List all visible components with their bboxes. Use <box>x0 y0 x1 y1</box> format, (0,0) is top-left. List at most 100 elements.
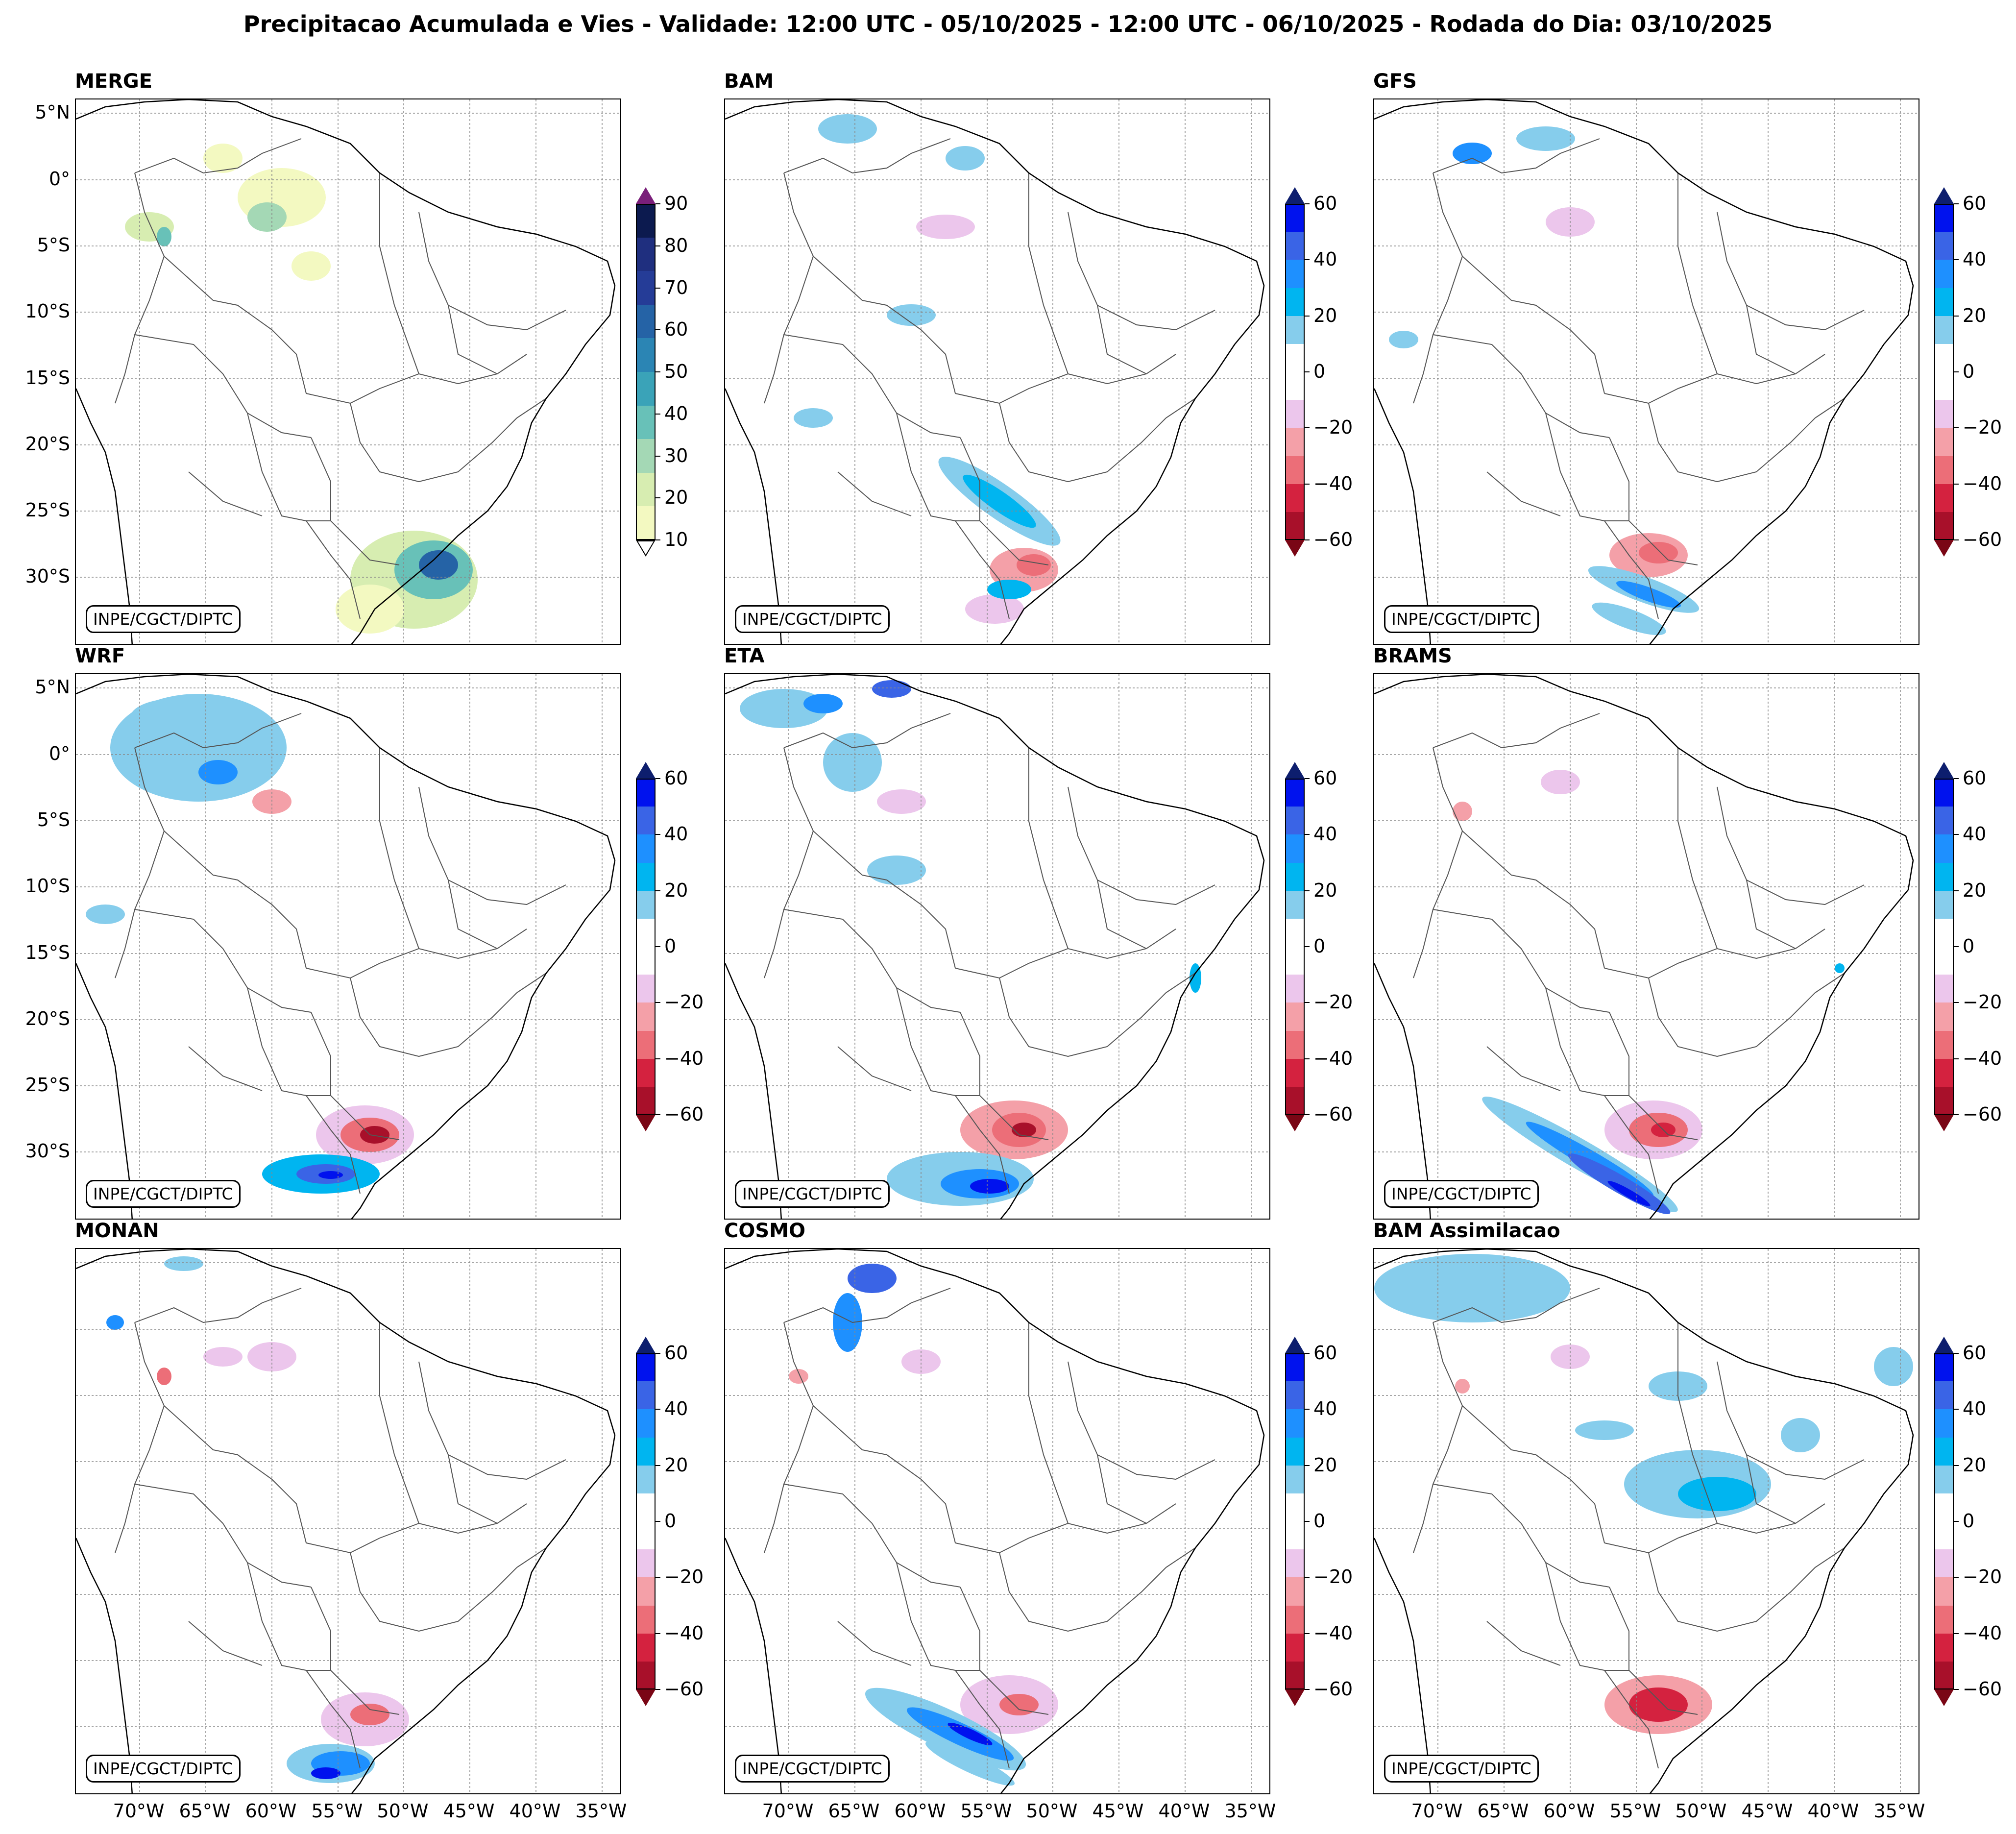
colorbar-tick-label: −40 <box>1963 1047 2002 1069</box>
colorbar-over-arrow <box>1285 187 1305 204</box>
colorbar-segment <box>1285 1661 1305 1690</box>
panel-title-gfs: GFS <box>1373 70 1417 93</box>
state-border <box>896 1562 980 1671</box>
colorbar-brams: 60 40 20 0 −20 −40 −60 <box>1934 762 2002 1131</box>
colorbar-under-arrow <box>1934 1115 1954 1131</box>
state-border <box>955 520 1010 619</box>
colorbar-frame <box>1934 204 1954 540</box>
field-patch <box>987 580 1031 599</box>
state-border <box>379 173 395 306</box>
coastline <box>76 963 133 1219</box>
state-border <box>960 437 1049 565</box>
state-border <box>783 1322 956 1543</box>
colorbar-tick <box>656 946 660 947</box>
coastline <box>1374 963 1431 1219</box>
colorbar-tick-label: 20 <box>1313 879 1337 901</box>
colorbar-segment <box>1285 1058 1305 1087</box>
colorbar-segment <box>1285 890 1305 919</box>
colorbar-segment <box>1285 1030 1305 1059</box>
state-border <box>1604 520 1659 619</box>
field-patch <box>1607 1181 1651 1206</box>
colorbar-tick-label: 50 <box>664 361 688 382</box>
colorbar-over-arrow <box>1285 762 1305 779</box>
colorbar-tick <box>656 1409 660 1410</box>
field-patch <box>86 905 125 924</box>
lon-label: 55°W <box>311 1800 363 1822</box>
colorbar-tick-label: 20 <box>1963 879 1987 901</box>
state-border <box>134 747 307 969</box>
colorbar-tick <box>656 1521 660 1522</box>
colorbar-segment <box>1934 1493 1954 1522</box>
state-border <box>247 413 331 521</box>
lat-label: 15°S <box>25 942 70 963</box>
state-border <box>1413 1405 1463 1553</box>
colorbar-tick-label: −60 <box>1313 1678 1353 1700</box>
colorbar-tick <box>656 1633 660 1634</box>
colorbar-over-arrow <box>1934 187 1954 204</box>
field-patch <box>1835 963 1845 973</box>
colorbar-tick-label: −20 <box>1963 416 2002 439</box>
colorbar-bam-assimilacao: 60 40 20 0 −20 −40 −60 <box>1934 1337 2002 1706</box>
colorbar-gfs: 60 40 20 0 −20 −40 −60 <box>1934 187 2002 557</box>
state-border <box>1413 831 1463 978</box>
state-border <box>1717 1361 1865 1480</box>
field-patch <box>291 251 331 281</box>
colorbar-tick <box>1305 539 1310 540</box>
colorbar-segment <box>636 405 656 440</box>
field-patch <box>818 114 877 144</box>
colorbar-tick <box>1305 483 1310 485</box>
colorbar-tick-label: −40 <box>1313 1047 1353 1069</box>
state-border <box>134 1288 302 1323</box>
colorbar-segment <box>636 1633 656 1662</box>
colorbar-segment <box>636 1003 656 1031</box>
colorbar-tick-label: −20 <box>1963 991 2002 1013</box>
lon-label: 60°W <box>1543 1800 1595 1822</box>
coastline <box>725 963 782 1219</box>
colorbar-tick-label: 60 <box>1313 193 1337 214</box>
colorbar-segment <box>1934 343 1954 372</box>
colorbar-tick-label: 0 <box>1313 361 1326 382</box>
colorbar-segment <box>1934 512 1954 540</box>
colorbar-tick <box>1954 371 1959 372</box>
state-border <box>1028 748 1044 880</box>
colorbar-tick-label: −60 <box>1963 1678 2002 1700</box>
state-border <box>1043 305 1069 374</box>
colorbar-over-arrow <box>636 762 656 779</box>
colorbar-tick-label: 0 <box>1963 361 1975 382</box>
state-border <box>999 403 1166 483</box>
field-patch <box>1190 963 1201 993</box>
field-patch <box>877 789 926 814</box>
state-border <box>960 1012 1049 1140</box>
colorbar-segment <box>636 834 656 863</box>
colorbar-tick <box>1954 203 1959 204</box>
colorbar-under-arrow <box>636 1689 656 1706</box>
lat-label: 20°S <box>25 1008 70 1029</box>
colorbar-tick-label: 40 <box>664 823 688 845</box>
lat-label: 5°N <box>35 101 70 123</box>
colorbar-tick <box>1954 1577 1959 1578</box>
colorbar-tick <box>656 778 660 779</box>
colorbar-segment <box>1285 1381 1305 1410</box>
colorbar-frame <box>636 779 656 1115</box>
state-border <box>516 398 547 418</box>
colorbar-segment <box>1934 1661 1954 1690</box>
colorbar-segment <box>636 1437 656 1466</box>
coastline <box>725 388 782 644</box>
state-border <box>1486 471 1561 516</box>
colorbar-segment <box>1934 1633 1954 1662</box>
coastline <box>76 674 616 1219</box>
colorbar-tick <box>1305 834 1310 835</box>
colorbar-segment <box>636 1353 656 1382</box>
colorbar-frame <box>1285 779 1305 1115</box>
colorbar-tick <box>1305 203 1310 204</box>
colorbar-segment <box>1285 1549 1305 1578</box>
state-border <box>418 212 566 331</box>
state-border <box>1068 212 1215 331</box>
colorbar-tick-label: 60 <box>664 1342 688 1364</box>
state-border <box>1815 398 1845 418</box>
coastline <box>1374 99 1914 644</box>
state-border <box>764 1405 814 1553</box>
state-border <box>1433 1288 1600 1323</box>
field-patch <box>887 304 936 326</box>
field-patch <box>1453 143 1492 164</box>
